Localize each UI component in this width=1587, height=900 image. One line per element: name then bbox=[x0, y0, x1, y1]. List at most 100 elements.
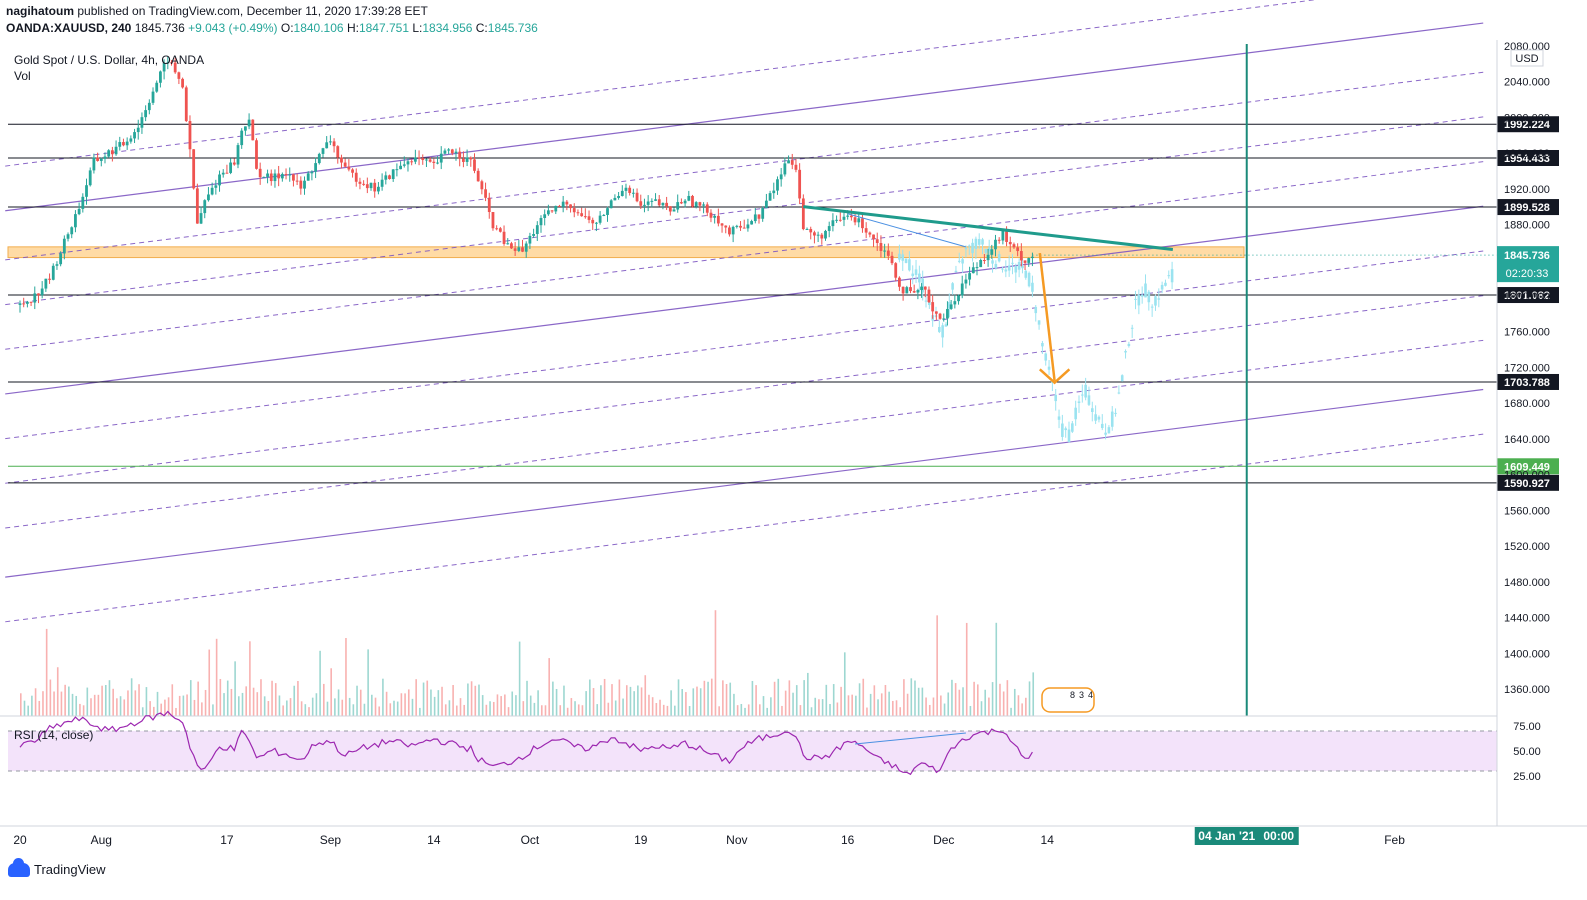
candle bbox=[48, 278, 51, 280]
volume-bar bbox=[895, 700, 898, 716]
low-label: L: bbox=[412, 21, 423, 35]
candle bbox=[491, 212, 495, 229]
volume-bar bbox=[666, 705, 669, 716]
candle bbox=[787, 160, 790, 164]
volume-bar bbox=[688, 706, 691, 716]
candle bbox=[22, 303, 26, 305]
volume-bar bbox=[714, 610, 717, 716]
volume-bar bbox=[832, 684, 835, 716]
level-tag bbox=[1497, 149, 1559, 166]
volume-bar bbox=[178, 695, 181, 716]
time-tick: 16 bbox=[841, 833, 855, 847]
projection-candle bbox=[1147, 291, 1151, 303]
volume-bar bbox=[127, 690, 129, 716]
candle bbox=[513, 248, 517, 251]
candle bbox=[790, 160, 794, 165]
volume-bar bbox=[600, 685, 602, 716]
candle bbox=[624, 187, 628, 191]
candle bbox=[801, 198, 805, 230]
projection-candle bbox=[921, 278, 924, 293]
projection-candle bbox=[957, 260, 961, 262]
candle bbox=[498, 228, 502, 232]
volume-bar bbox=[965, 622, 968, 716]
volume-bar bbox=[637, 685, 639, 716]
projection-candle bbox=[1077, 401, 1081, 403]
candle bbox=[44, 278, 48, 289]
volume-bar bbox=[470, 681, 473, 716]
time-marker-time: 00:00 bbox=[1263, 829, 1294, 843]
volume-bar bbox=[559, 705, 562, 716]
candle bbox=[742, 227, 746, 229]
candle bbox=[986, 254, 990, 261]
channel-line bbox=[5, 250, 1484, 440]
candle bbox=[269, 173, 273, 182]
volume-bar bbox=[201, 702, 203, 716]
candle bbox=[122, 142, 125, 146]
time-tick: 14 bbox=[427, 833, 441, 847]
candle bbox=[898, 277, 901, 287]
volume-bar bbox=[345, 637, 347, 716]
candle bbox=[417, 157, 421, 159]
volume-bar bbox=[359, 689, 362, 716]
volume-bar bbox=[189, 680, 192, 716]
time-tick: Feb bbox=[1384, 833, 1405, 847]
candle bbox=[705, 204, 709, 213]
projection-candle bbox=[1114, 412, 1117, 414]
volume-bar bbox=[27, 705, 29, 716]
level-tag bbox=[1497, 474, 1559, 491]
candle bbox=[484, 189, 487, 198]
volume-bar bbox=[651, 697, 654, 716]
candle bbox=[402, 164, 406, 166]
candle bbox=[702, 204, 705, 206]
volume-bar bbox=[481, 695, 484, 716]
volume-bar bbox=[607, 702, 610, 716]
volume-tick-label: 3 bbox=[1079, 690, 1084, 700]
candle bbox=[680, 202, 683, 204]
volume-bar bbox=[788, 680, 791, 716]
candle bbox=[635, 192, 639, 202]
target-arrow bbox=[1038, 252, 1056, 382]
candle bbox=[465, 157, 469, 162]
tradingview-logo: TradingView bbox=[8, 857, 106, 877]
price-tick: 1440.000 bbox=[1504, 613, 1550, 625]
projection-candle bbox=[951, 283, 954, 290]
volume-bar bbox=[548, 658, 550, 716]
volume-bar bbox=[770, 697, 772, 716]
candle bbox=[783, 163, 787, 175]
candle bbox=[872, 234, 875, 240]
candle bbox=[942, 318, 946, 320]
channel-line bbox=[5, 339, 1484, 529]
projection-candle bbox=[1140, 294, 1144, 297]
projection-candle bbox=[1081, 394, 1084, 396]
volume-bar bbox=[659, 699, 661, 716]
volume-bar bbox=[784, 690, 787, 716]
volume-bar bbox=[585, 691, 587, 716]
price-tick: 1680.000 bbox=[1504, 398, 1550, 410]
volume-bar bbox=[38, 700, 41, 716]
projection-candle bbox=[1064, 428, 1067, 431]
candle bbox=[413, 157, 417, 162]
volume-bar bbox=[385, 691, 388, 716]
candle bbox=[1019, 251, 1023, 261]
candle bbox=[668, 206, 672, 212]
volume-bar bbox=[496, 694, 499, 716]
candle bbox=[181, 78, 184, 88]
level-tag bbox=[1497, 373, 1559, 390]
level-tag bbox=[1497, 199, 1559, 216]
candle bbox=[159, 71, 162, 83]
candle bbox=[454, 151, 458, 154]
candle bbox=[480, 181, 484, 190]
candle bbox=[229, 162, 233, 173]
candle bbox=[761, 207, 765, 219]
candle bbox=[1023, 260, 1027, 263]
volume-bar bbox=[452, 685, 454, 716]
volume-bar bbox=[419, 707, 421, 716]
volume-bar bbox=[108, 680, 111, 716]
volume-bar bbox=[625, 685, 628, 716]
volume-bar bbox=[171, 684, 174, 716]
candle bbox=[391, 169, 395, 179]
projection-candle bbox=[1154, 296, 1157, 306]
volume-tick-label: 8 bbox=[1070, 690, 1075, 700]
volume-bar bbox=[677, 679, 680, 716]
